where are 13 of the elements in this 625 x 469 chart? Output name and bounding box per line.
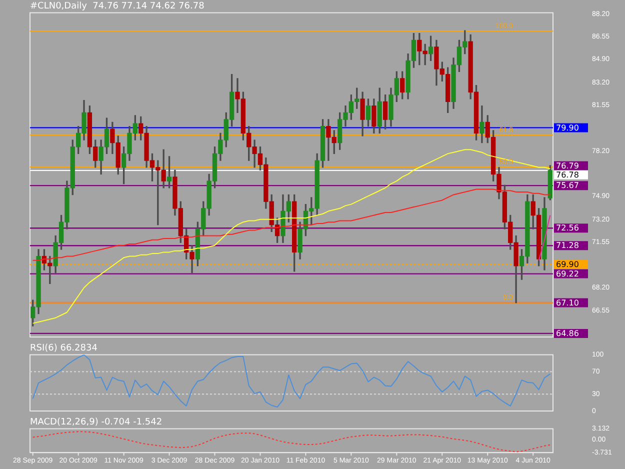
ref-line-label: 67.10 [556,298,579,308]
ref-line-label: 76.79 [556,161,579,170]
ref-line-label: 72.56 [556,224,579,233]
ref-line-label: 79.90 [556,123,579,132]
ref-line-label: 71.28 [556,241,579,250]
chart-title: MACD(12,26,9) -0.704 -1.542 [30,418,162,428]
ref-line-label: 75.67 [556,181,579,190]
chart-title: RSI(6) 66.2834 [30,344,98,354]
chart-title: #CLN0,Daily 74.76 77.14 74.62 76.78 [30,2,205,12]
ref-line-label: 69.22 [556,269,579,278]
ref-line-label: 76.78 [556,170,579,180]
ref-line-label: 64.86 [556,329,579,338]
ref-line-label: 69.90 [556,260,579,270]
